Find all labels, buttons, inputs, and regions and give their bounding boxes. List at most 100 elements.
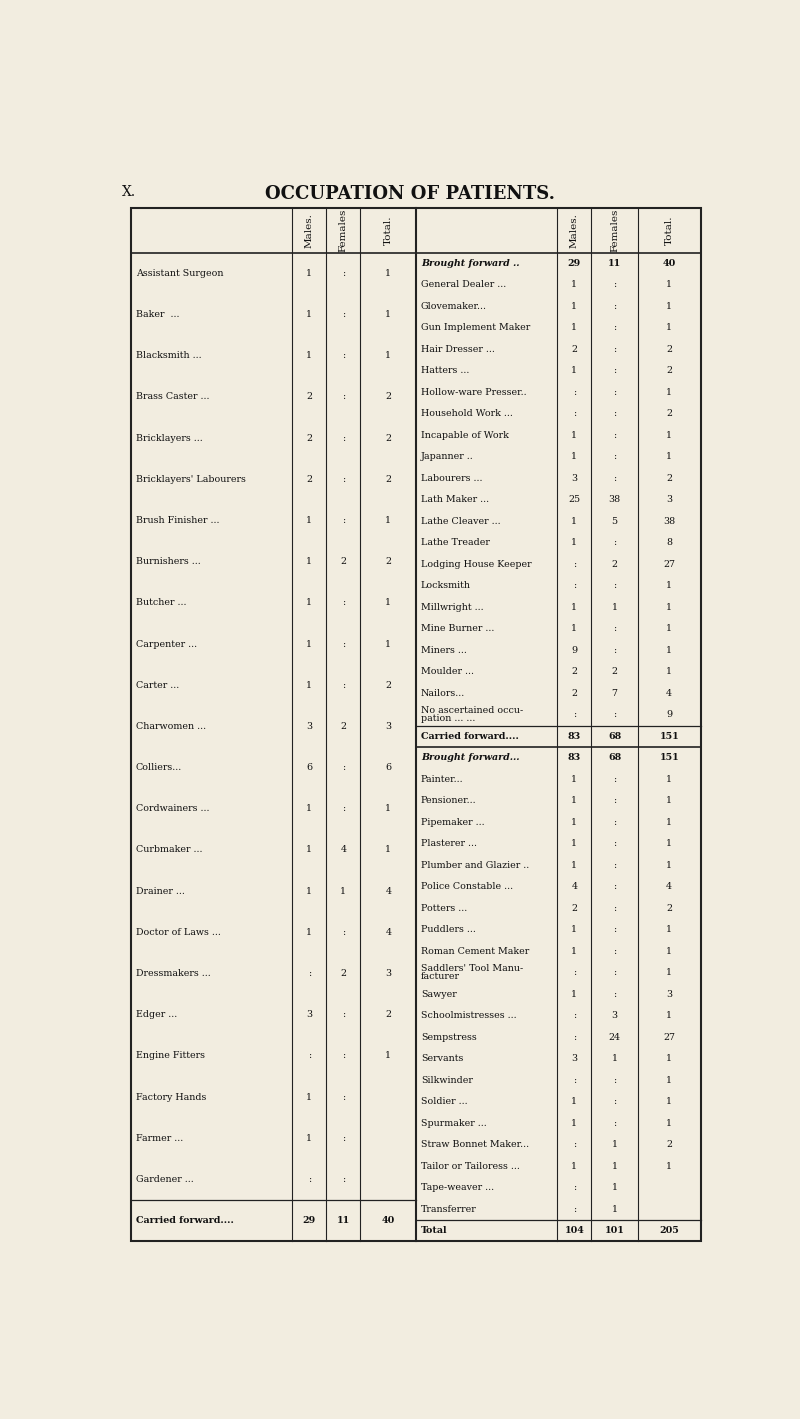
Text: 1: 1 [386,517,391,525]
Text: 38: 38 [663,517,675,526]
Text: 1: 1 [666,1097,672,1107]
Text: OCCUPATION OF PATIENTS.: OCCUPATION OF PATIENTS. [265,184,555,203]
Text: 1: 1 [666,431,672,440]
Text: :: : [613,646,616,654]
Text: 29: 29 [568,258,581,268]
Text: Burnishers ...: Burnishers ... [136,558,200,566]
Text: :: : [573,1139,576,1149]
Text: 1: 1 [571,861,578,870]
Text: :: : [573,1076,576,1084]
Text: 1: 1 [571,366,578,376]
Text: 2: 2 [386,558,391,566]
Text: :: : [613,387,616,397]
Text: 1: 1 [340,887,346,895]
Text: 1: 1 [571,453,578,461]
Text: 2: 2 [306,475,312,484]
Text: :: : [613,538,616,548]
Text: 1: 1 [306,1134,312,1142]
Text: Roman Cement Maker: Roman Cement Maker [421,946,529,955]
Text: 83: 83 [568,753,581,762]
Text: :: : [613,1076,616,1084]
Text: :: : [613,431,616,440]
Text: Colliers...: Colliers... [136,763,182,772]
Text: Brought forward...: Brought forward... [421,753,519,762]
Text: 40: 40 [382,1216,395,1225]
Text: :: : [342,805,345,813]
Text: Police Constable ...: Police Constable ... [421,883,513,891]
Text: Carpenter ...: Carpenter ... [136,640,197,648]
Text: :: : [573,968,576,978]
Text: :: : [613,453,616,461]
Text: :: : [613,711,616,719]
Text: :: : [342,1051,345,1060]
Text: Females: Females [339,209,348,253]
Text: :: : [573,1012,576,1020]
Text: 1: 1 [571,925,578,934]
Text: 2: 2 [386,434,391,443]
Text: 1: 1 [666,1012,672,1020]
Text: Curbmaker ...: Curbmaker ... [136,846,202,854]
Text: Millwright ...: Millwright ... [421,603,483,612]
Text: :: : [613,281,616,289]
Text: Dressmakers ...: Dressmakers ... [136,969,210,978]
Text: 1: 1 [571,817,578,827]
Text: :: : [342,1175,345,1183]
Text: 151: 151 [659,732,679,741]
Text: :: : [613,796,616,805]
Text: 2: 2 [340,722,346,731]
Text: :: : [342,1134,345,1142]
Text: Painter...: Painter... [421,775,463,783]
Text: Cordwainers ...: Cordwainers ... [136,805,209,813]
Text: 1: 1 [666,775,672,783]
Text: Bricklayers ...: Bricklayers ... [136,434,202,443]
Text: Doctor of Laws ...: Doctor of Laws ... [136,928,221,937]
Text: 1: 1 [571,281,578,289]
Text: Edger ...: Edger ... [136,1010,177,1019]
Text: :: : [613,946,616,955]
Text: Saddlers' Tool Manu-: Saddlers' Tool Manu- [421,965,523,973]
Text: Baker  ...: Baker ... [136,309,179,319]
Text: :: : [613,1097,616,1107]
Text: 11: 11 [608,258,622,268]
Text: Incapable of Work: Incapable of Work [421,431,509,440]
Text: Total.: Total. [665,216,674,245]
Text: Brush Finisher ...: Brush Finisher ... [136,517,219,525]
Text: 1: 1 [306,309,312,319]
Text: Males.: Males. [570,213,578,248]
Text: :: : [342,268,345,278]
Text: 4: 4 [666,688,672,698]
Text: Potters ...: Potters ... [421,904,467,912]
Text: 7: 7 [612,688,618,698]
Text: Labourers ...: Labourers ... [421,474,482,482]
Text: :: : [573,1205,576,1213]
Text: :: : [613,989,616,999]
Text: 27: 27 [663,1033,675,1042]
Text: 8: 8 [666,538,672,548]
Text: Sawyer: Sawyer [421,989,457,999]
Text: :: : [573,561,576,569]
Text: 1: 1 [571,796,578,805]
Text: 2: 2 [386,475,391,484]
Text: 1: 1 [571,431,578,440]
Text: 1: 1 [666,817,672,827]
Text: 1: 1 [386,309,391,319]
Text: :: : [342,763,345,772]
Text: 1: 1 [666,324,672,332]
Text: 1: 1 [666,646,672,654]
Text: 1: 1 [571,1118,578,1128]
Text: Hollow-ware Presser..: Hollow-ware Presser.. [421,387,526,397]
Text: 2: 2 [340,969,346,978]
Text: Gun Implement Maker: Gun Implement Maker [421,324,530,332]
Text: :: : [573,711,576,719]
Text: 68: 68 [608,732,622,741]
Text: :: : [342,309,345,319]
Text: 3: 3 [571,1054,578,1063]
Text: 1: 1 [612,1205,618,1213]
Text: 151: 151 [659,753,679,762]
Text: 6: 6 [386,763,391,772]
Text: Hatters ...: Hatters ... [421,366,470,376]
Text: Lodging House Keeper: Lodging House Keeper [421,561,531,569]
Text: Lath Maker ...: Lath Maker ... [421,495,489,504]
Text: :: : [573,387,576,397]
Text: 4: 4 [386,928,391,937]
